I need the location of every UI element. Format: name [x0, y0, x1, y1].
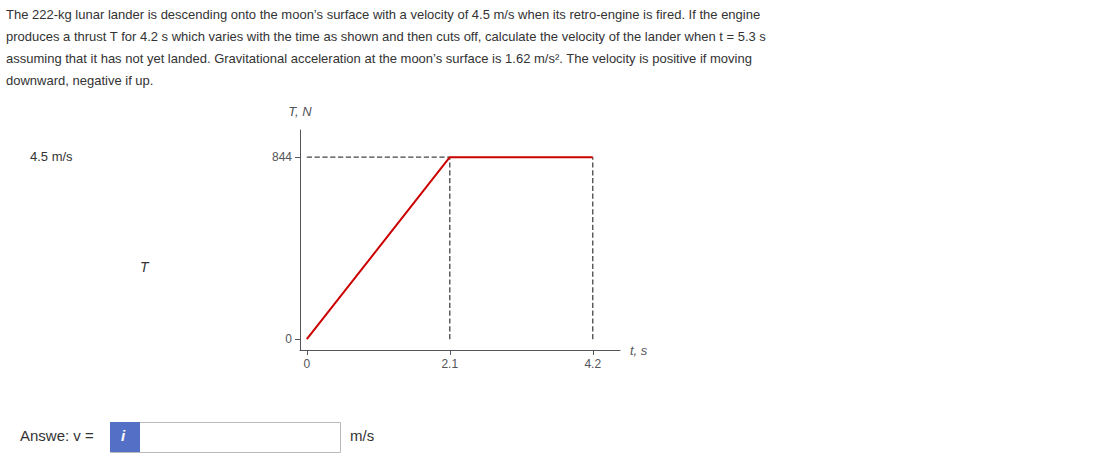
svg-text:4.5 m/s: 4.5 m/s: [30, 149, 73, 164]
svg-text:downward, negative if up.: downward, negative if up.: [6, 73, 153, 88]
svg-text:i: i: [121, 427, 126, 444]
svg-text:Answe: v =: Answe: v =: [20, 427, 94, 444]
svg-text:T: T: [140, 259, 150, 275]
svg-text:2.1: 2.1: [441, 357, 458, 371]
svg-text:m/s: m/s: [350, 427, 374, 444]
svg-text:assuming that it has not yet l: assuming that it has not yet landed. Gra…: [6, 51, 752, 66]
svg-text:4.2: 4.2: [584, 357, 601, 371]
svg-text:The 222-kg lunar lander is des: The 222-kg lunar lander is descending on…: [6, 7, 760, 22]
svg-text:t, s: t, s: [630, 343, 648, 358]
svg-text:844: 844: [272, 150, 292, 164]
svg-text:0: 0: [303, 357, 310, 371]
svg-text:0: 0: [285, 332, 292, 346]
svg-text:T, N: T, N: [288, 104, 312, 119]
svg-text:produces a thrust T for 4.2 s: produces a thrust T for 4.2 s which vari…: [6, 29, 766, 44]
